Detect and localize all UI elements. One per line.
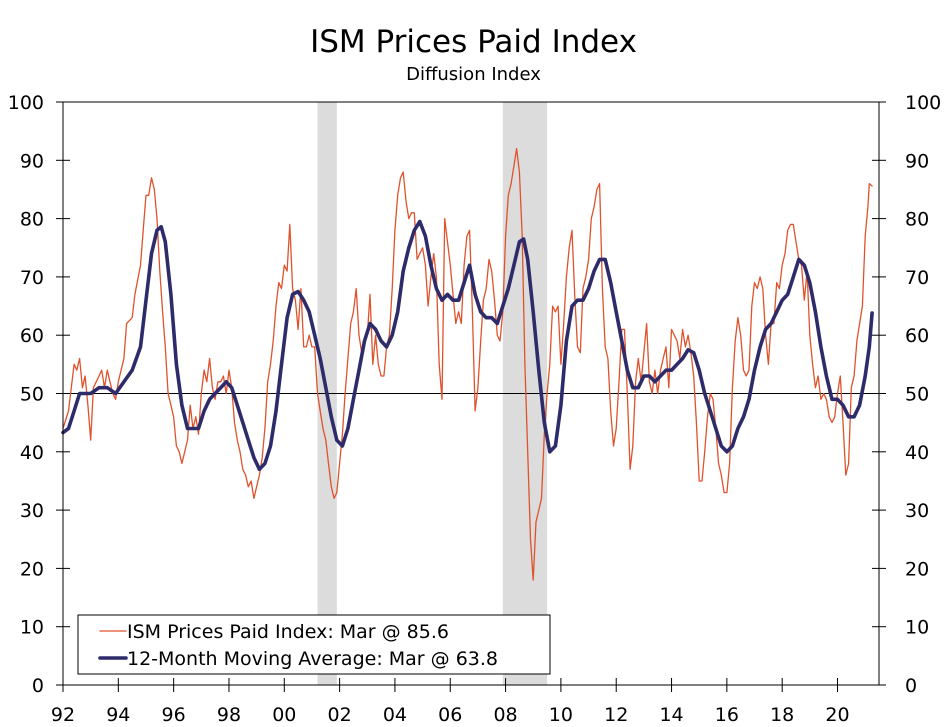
x-tick-label: 96 [162, 704, 186, 726]
y-tick-label-left: 50 [20, 384, 44, 406]
y-tick-label-right: 90 [905, 150, 929, 172]
x-tick-label: 14 [659, 704, 683, 726]
legend-label-1: ISM Prices Paid Index: Mar @ 85.6 [127, 621, 449, 643]
y-tick-label-left: 80 [20, 209, 44, 231]
y-tick-label-right: 30 [905, 500, 929, 522]
series-line-1 [62, 147, 873, 581]
y-tick-label-left: 90 [20, 150, 44, 172]
y-tick-label-left: 60 [20, 325, 44, 347]
series-line-2 [61, 219, 874, 472]
x-tick-label: 12 [604, 704, 628, 726]
x-tick-label: 98 [217, 704, 241, 726]
y-tick-label-right: 0 [905, 675, 917, 697]
x-tick-label: 16 [715, 704, 739, 726]
y-tick-label-left: 40 [20, 442, 44, 464]
y-tick-label-right: 100 [905, 92, 941, 114]
x-tick-label: 20 [825, 704, 849, 726]
y-tick-label-right: 10 [905, 617, 929, 639]
y-tick-label-left: 20 [20, 558, 44, 580]
y-tick-label-right: 60 [905, 325, 929, 347]
legend: ISM Prices Paid Index: Mar @ 85.6 12-Mont… [77, 614, 551, 675]
legend-box [77, 614, 551, 675]
y-tick-label-left: 30 [20, 500, 44, 522]
x-tick-label: 10 [549, 704, 573, 726]
x-tick-label: 08 [493, 704, 517, 726]
legend-label-2: 12-Month Moving Average: Mar @ 63.8 [127, 648, 498, 670]
y-tick-label-right: 40 [905, 442, 929, 464]
y-tick-label-left: 70 [20, 267, 44, 289]
series-layer [61, 147, 874, 581]
x-tick-label: 02 [328, 704, 352, 726]
x-tick-label: 06 [438, 704, 462, 726]
y-tick-label-right: 80 [905, 209, 929, 231]
x-tick-label: 04 [383, 704, 407, 726]
x-tick-label: 00 [272, 704, 296, 726]
x-tick-label: 94 [106, 704, 130, 726]
x-tick-label: 92 [51, 704, 75, 726]
y-tick-label-left: 10 [20, 617, 44, 639]
chart-subtitle: Diffusion Index [406, 64, 541, 85]
y-tick-label-left: 0 [32, 675, 44, 697]
y-tick-label-left: 100 [8, 92, 44, 114]
chart-title: ISM Prices Paid Index [310, 24, 637, 60]
y-tick-label-right: 20 [905, 558, 929, 580]
x-tick-label: 18 [770, 704, 794, 726]
y-tick-label-right: 50 [905, 384, 929, 406]
y-tick-label-right: 70 [905, 267, 929, 289]
